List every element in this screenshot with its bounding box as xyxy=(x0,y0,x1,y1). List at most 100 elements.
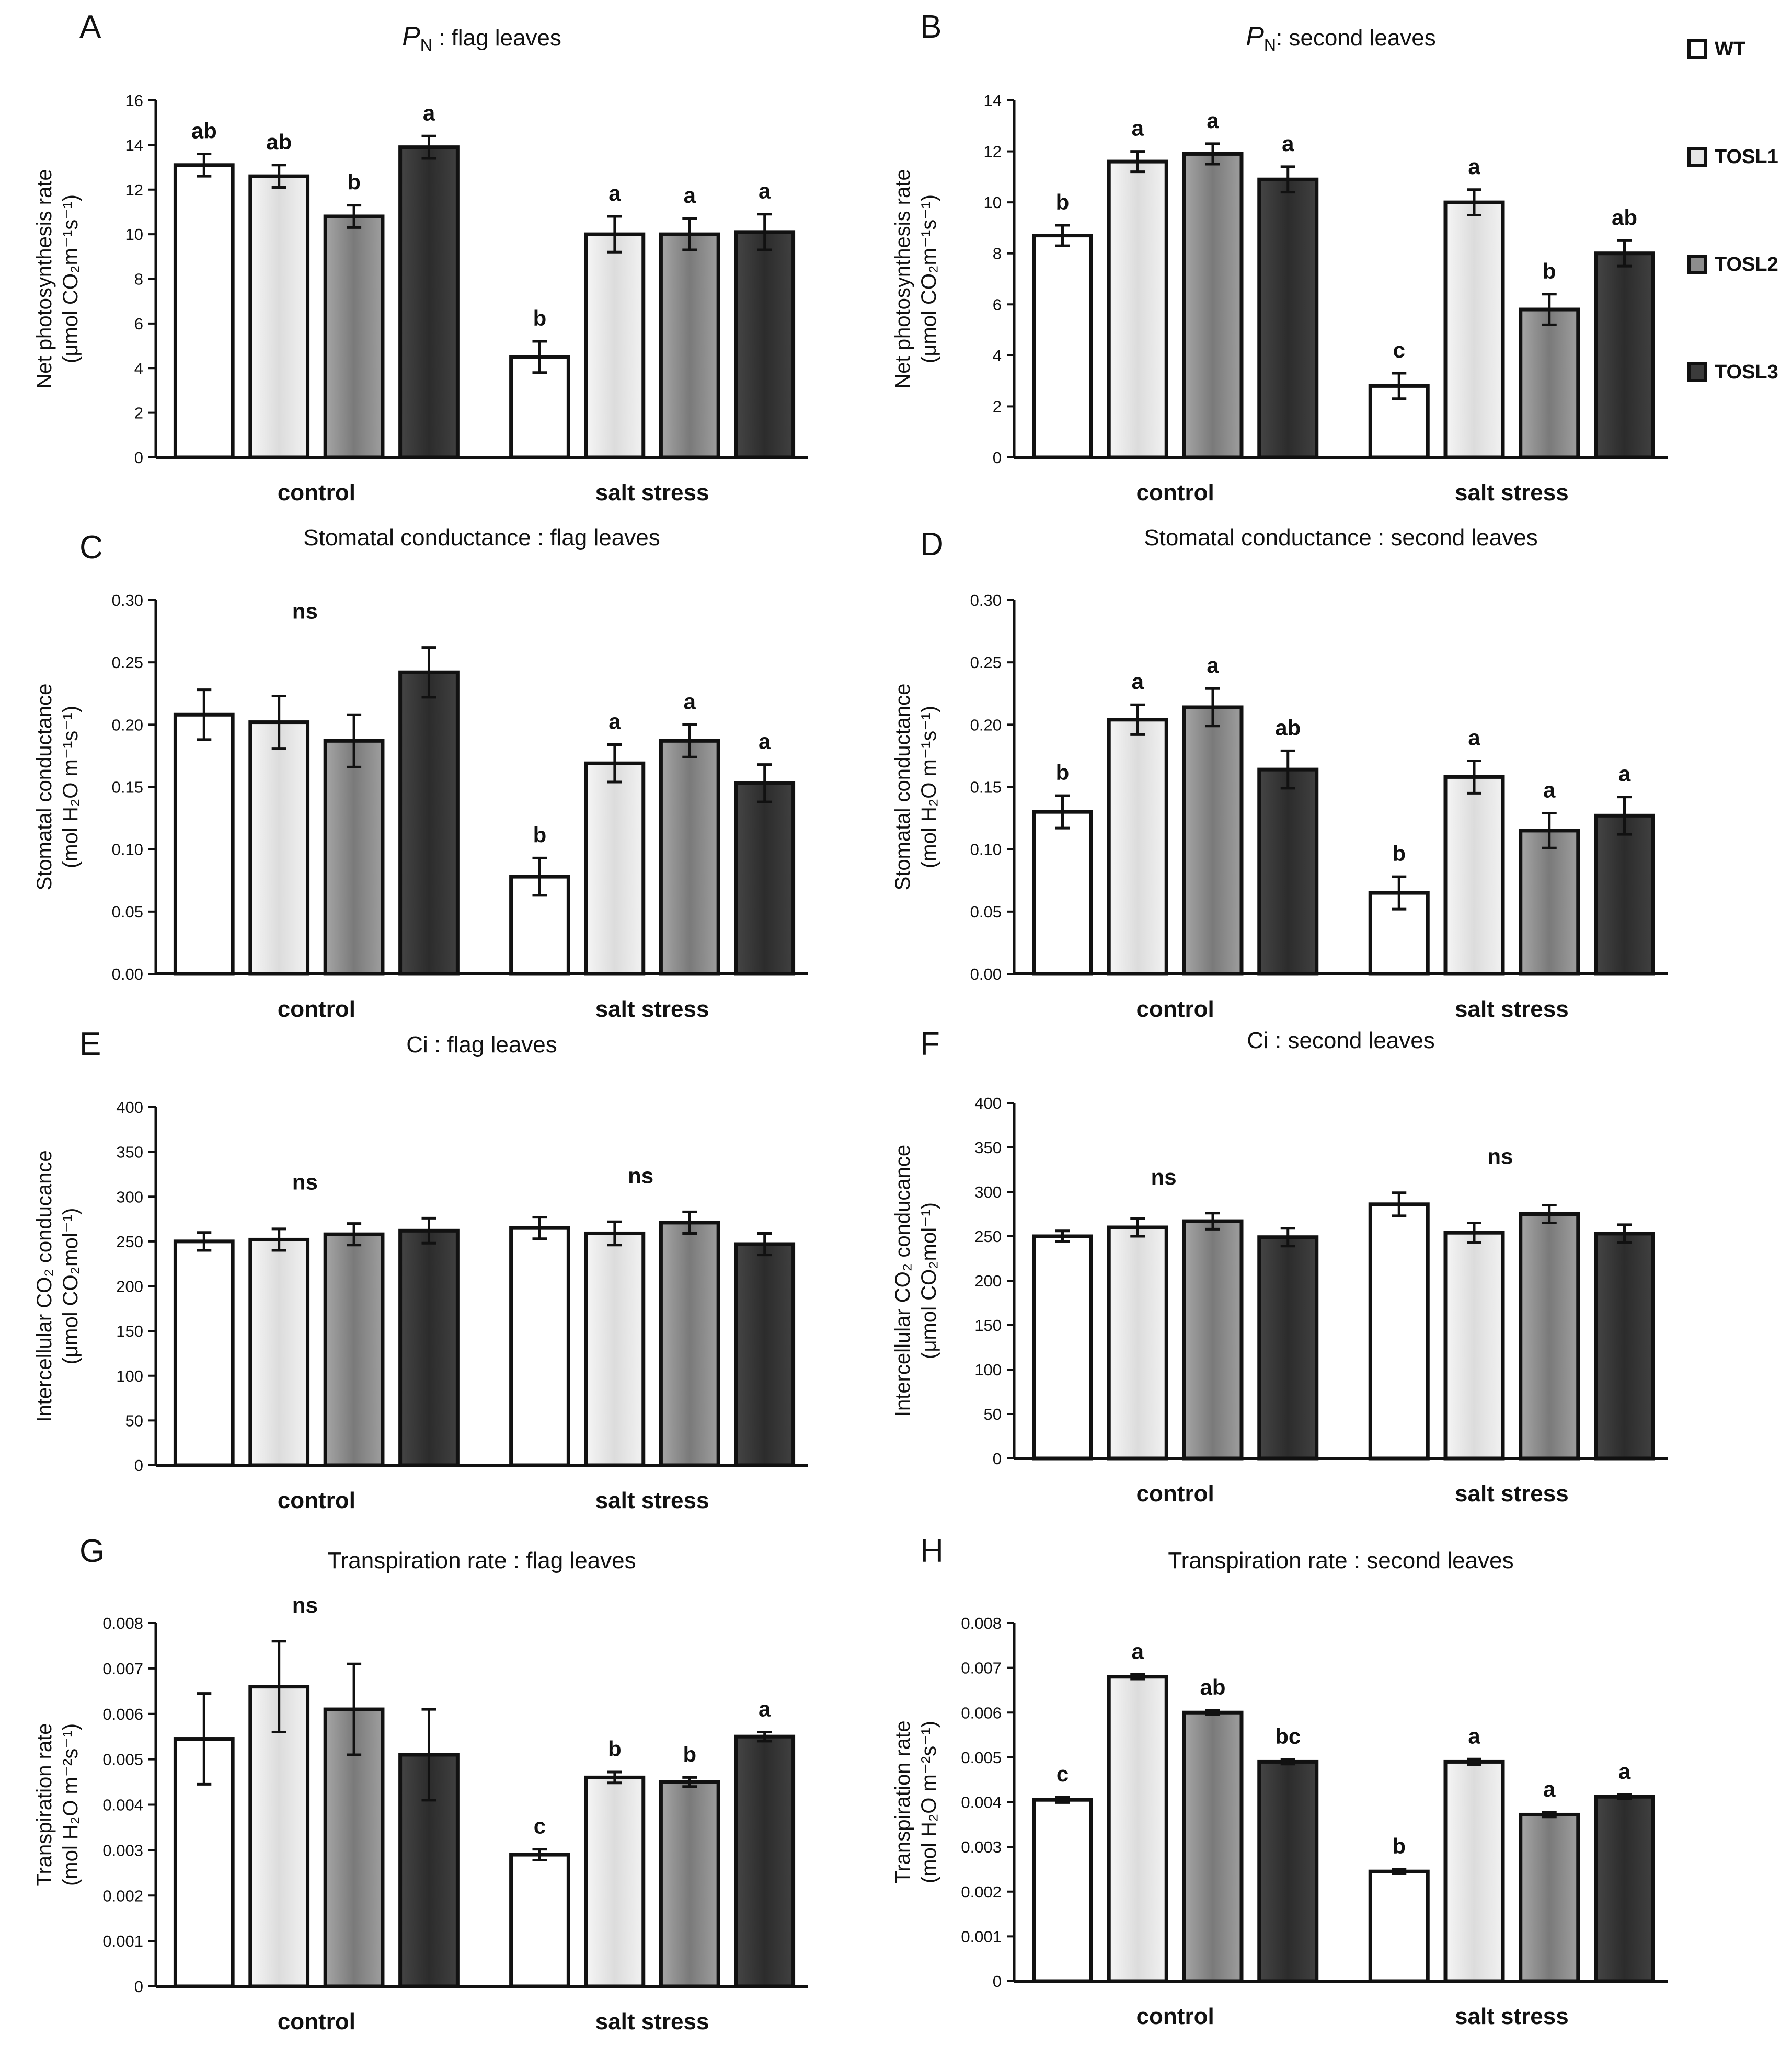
y-tick-label: 8 xyxy=(134,270,143,289)
y-axis-label: (mol H₂O m⁻¹s⁻¹) xyxy=(59,706,82,868)
bar-tosl1 xyxy=(1107,1675,1168,1983)
y-tick-label: 14 xyxy=(984,91,1002,110)
significance-letter: c xyxy=(1056,1762,1069,1786)
legend-item-tosl3: TOSL3 xyxy=(1687,360,1778,385)
legend-swatch-tosl3 xyxy=(1687,362,1707,382)
panel-letter-b: B xyxy=(920,9,941,45)
panel-g: G Transpiration rate : flag leaves Transpi… xyxy=(33,1533,808,2034)
y-axis-label: Net photosynthesis rate xyxy=(891,169,914,388)
panel-letter-e: E xyxy=(79,1026,101,1062)
bar-tosl1 xyxy=(584,232,646,459)
y-tick-label: 12 xyxy=(125,181,143,199)
y-tick-label: 0.004 xyxy=(102,1796,143,1814)
y-axis-label: Transpiration rate xyxy=(33,1723,56,1887)
y-tick-label: 50 xyxy=(125,1411,143,1430)
significance-letter: b xyxy=(347,170,361,194)
significance-letter: a xyxy=(608,181,621,205)
title-subscript: N xyxy=(1264,36,1276,54)
significance-note: ns xyxy=(1487,1144,1513,1169)
y-tick-label: 0.008 xyxy=(102,1614,143,1632)
y-tick-label: 50 xyxy=(984,1405,1002,1423)
significance-letter: ab xyxy=(1612,205,1637,229)
panel-f: F Ci : second leaves Intercellular CO₂ con… xyxy=(891,1026,1668,1506)
significance-letter: a xyxy=(1543,1777,1556,1801)
bar-tosl3 xyxy=(734,781,796,976)
significance-letter: b xyxy=(533,306,547,330)
significance-letter: a xyxy=(423,100,435,125)
bar-wt xyxy=(173,712,235,976)
y-tick-label: 0.20 xyxy=(970,716,1002,734)
significance-letter: ab xyxy=(191,118,217,143)
title-italic: P xyxy=(402,21,420,52)
bar-wt xyxy=(1032,810,1093,976)
bar-tosl2 xyxy=(323,1232,385,1467)
y-tick-label: 350 xyxy=(116,1143,143,1162)
y-tick-label: 0.00 xyxy=(112,965,143,983)
bar-wt xyxy=(509,875,570,976)
panel-a: A PN : flag leaves Net photosynthesis rate… xyxy=(33,9,808,505)
bar-tosl1 xyxy=(584,1231,646,1467)
category-label: salt stress xyxy=(1455,1481,1569,1506)
legend-item-wt: WT xyxy=(1687,37,1778,62)
bar-wt xyxy=(173,163,235,459)
bar-tosl2 xyxy=(1519,307,1580,459)
panel-letter-h: H xyxy=(920,1533,944,1569)
panel-letter-g: G xyxy=(79,1533,105,1569)
y-tick-label: 400 xyxy=(974,1094,1002,1112)
significance-letter: a xyxy=(1132,116,1144,141)
panel-h: H Transpiration rate : second leaves Trans… xyxy=(891,1533,1668,2029)
significance-letter: b xyxy=(1056,190,1070,214)
y-tick-label: 100 xyxy=(116,1367,143,1385)
bar-tosl3 xyxy=(398,670,460,976)
bar-tosl2 xyxy=(1182,705,1244,976)
y-tick-label: 10 xyxy=(984,193,1002,212)
legend-swatch-tosl2 xyxy=(1687,255,1707,274)
y-tick-label: 6 xyxy=(993,295,1002,314)
y-tick-label: 0.30 xyxy=(970,591,1002,610)
y-tick-label: 0.005 xyxy=(102,1751,143,1769)
legend-label-tosl1: TOSL1 xyxy=(1715,145,1778,168)
category-label: salt stress xyxy=(1455,480,1569,505)
category-label: salt stress xyxy=(595,1488,709,1513)
y-axis-label: (μmol CO₂m⁻¹s⁻¹) xyxy=(917,194,940,363)
significance-letter: b xyxy=(1392,841,1406,866)
category-label: control xyxy=(278,480,355,505)
bar-wt xyxy=(1368,384,1430,459)
y-tick-label: 0.25 xyxy=(112,653,143,672)
significance-letter: a xyxy=(684,183,696,208)
bar-tosl3 xyxy=(1257,1235,1319,1460)
panel-b: B PN: second leaves Net photosynthesis rat… xyxy=(891,9,1668,505)
y-tick-label: 4 xyxy=(993,347,1002,365)
bar-tosl1 xyxy=(248,174,310,459)
y-tick-label: 150 xyxy=(974,1316,1002,1335)
significance-letter: a xyxy=(1132,1639,1144,1663)
y-tick-label: 0.30 xyxy=(112,591,143,610)
category-label: salt stress xyxy=(595,2009,709,2034)
chart-title: Stomatal conductance : second leaves xyxy=(1144,525,1537,550)
y-tick-label: 0 xyxy=(993,448,1002,467)
significance-letter: b xyxy=(1543,259,1556,283)
y-axis-label: Net photosynthesis rate xyxy=(33,169,56,388)
significance-letter: c xyxy=(1393,338,1405,362)
bar-tosl3 xyxy=(1257,1760,1319,1983)
y-tick-label: 14 xyxy=(125,136,143,154)
panel-letter-a: A xyxy=(79,9,101,45)
y-tick-label: 0.001 xyxy=(102,1932,143,1950)
bar-tosl3 xyxy=(1594,251,1655,459)
bar-tosl1 xyxy=(584,1775,646,1988)
bar-tosl3 xyxy=(734,1734,796,1988)
chart-title: Ci : flag leaves xyxy=(406,1032,557,1057)
bar-tosl2 xyxy=(1519,1212,1580,1460)
bar-tosl3 xyxy=(734,230,796,459)
chart-title: Transpiration rate : second leaves xyxy=(1168,1548,1513,1573)
significance-letter: a xyxy=(759,729,771,754)
legend: WT TOSL1 TOSL2 TOSL3 xyxy=(1687,37,1778,467)
y-tick-label: 250 xyxy=(116,1233,143,1251)
bar-tosl1 xyxy=(1443,775,1505,976)
y-tick-label: 0 xyxy=(993,1972,1002,1991)
bar-tosl2 xyxy=(659,232,720,459)
panel-e: E Ci : flag leaves Intercellular CO₂ condu… xyxy=(33,1026,808,1513)
significance-letter: c xyxy=(534,1814,546,1838)
title-text: : second leaves xyxy=(1276,25,1436,51)
y-tick-label: 400 xyxy=(116,1098,143,1117)
